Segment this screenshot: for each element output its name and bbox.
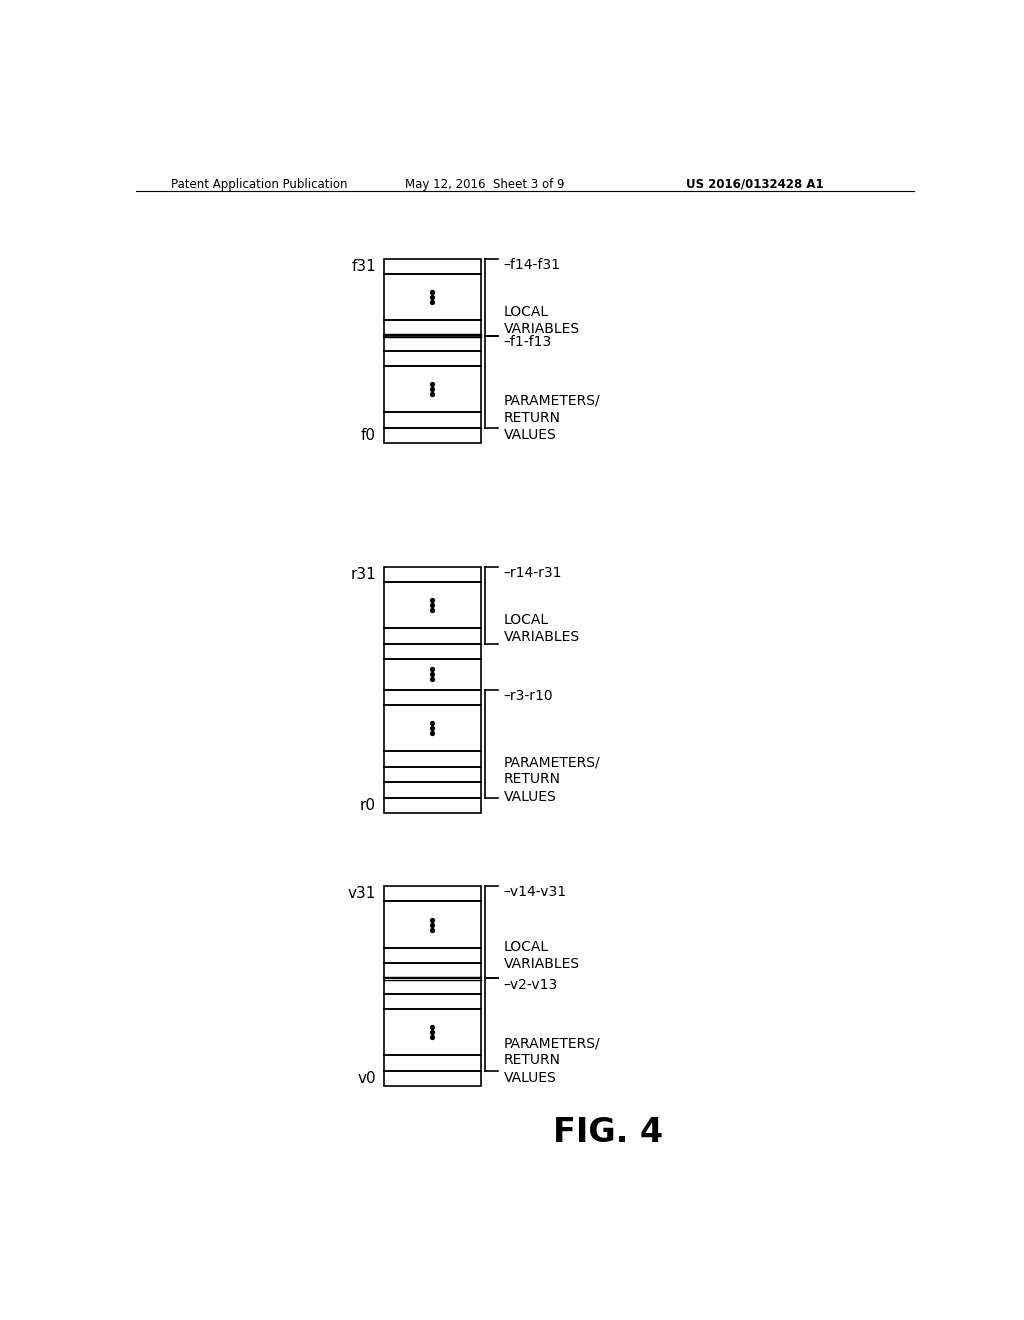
Text: –f14-f31: –f14-f31 bbox=[504, 257, 561, 272]
Bar bbox=[384, 566, 480, 582]
Text: –v14-v31: –v14-v31 bbox=[504, 886, 567, 899]
Text: –r14-r31: –r14-r31 bbox=[504, 566, 562, 579]
Text: f31: f31 bbox=[351, 259, 376, 273]
Text: May 12, 2016  Sheet 3 of 9: May 12, 2016 Sheet 3 of 9 bbox=[404, 178, 564, 190]
Text: LOCAL
VARIABLES: LOCAL VARIABLES bbox=[504, 612, 580, 644]
Bar bbox=[384, 335, 480, 351]
Bar bbox=[384, 259, 480, 275]
Text: PARAMETERS/
RETURN
VALUES: PARAMETERS/ RETURN VALUES bbox=[504, 755, 600, 804]
Bar bbox=[384, 582, 480, 628]
Text: –v2-v13: –v2-v13 bbox=[504, 978, 558, 991]
Text: LOCAL
VARIABLES: LOCAL VARIABLES bbox=[504, 305, 580, 337]
Bar bbox=[384, 751, 480, 767]
Text: PARAMETERS/
RETURN
VALUES: PARAMETERS/ RETURN VALUES bbox=[504, 1036, 600, 1085]
Text: v0: v0 bbox=[357, 1071, 376, 1086]
Bar bbox=[384, 428, 480, 444]
Text: US 2016/0132428 A1: US 2016/0132428 A1 bbox=[686, 178, 823, 190]
Text: –r3-r10: –r3-r10 bbox=[504, 689, 554, 704]
Bar bbox=[384, 351, 480, 366]
Text: f0: f0 bbox=[361, 428, 376, 444]
Text: FIG. 4: FIG. 4 bbox=[553, 1115, 664, 1148]
Text: r0: r0 bbox=[360, 797, 376, 813]
Bar bbox=[384, 412, 480, 428]
Bar bbox=[384, 994, 480, 1010]
Bar bbox=[384, 275, 480, 321]
Text: PARAMETERS/
RETURN
VALUES: PARAMETERS/ RETURN VALUES bbox=[504, 393, 600, 442]
Text: Patent Application Publication: Patent Application Publication bbox=[171, 178, 347, 190]
Bar bbox=[384, 902, 480, 948]
Bar bbox=[384, 1010, 480, 1056]
Bar bbox=[384, 1056, 480, 1071]
Bar bbox=[384, 659, 480, 690]
Text: v31: v31 bbox=[347, 886, 376, 902]
Bar bbox=[384, 321, 480, 335]
Bar bbox=[384, 797, 480, 813]
Bar bbox=[384, 690, 480, 705]
Text: –f1-f13: –f1-f13 bbox=[504, 335, 552, 348]
Text: LOCAL
VARIABLES: LOCAL VARIABLES bbox=[504, 940, 580, 972]
Bar bbox=[384, 1071, 480, 1086]
Bar bbox=[384, 644, 480, 659]
Bar bbox=[384, 366, 480, 412]
Bar bbox=[384, 705, 480, 751]
Bar bbox=[384, 886, 480, 902]
Bar bbox=[384, 783, 480, 797]
Bar bbox=[384, 948, 480, 964]
Bar bbox=[384, 964, 480, 978]
Text: r31: r31 bbox=[350, 566, 376, 582]
Bar bbox=[384, 767, 480, 783]
Bar bbox=[384, 628, 480, 644]
Bar bbox=[384, 978, 480, 994]
